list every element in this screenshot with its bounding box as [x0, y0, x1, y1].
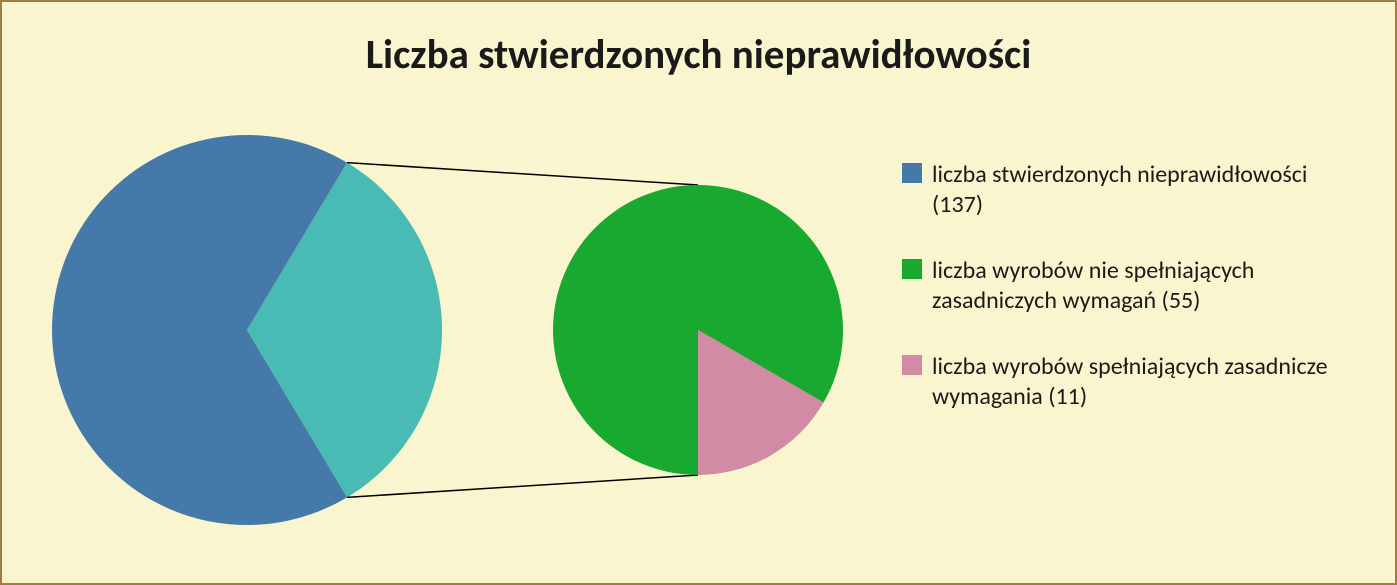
connector-top [347, 163, 698, 185]
chart-body: liczba stwierdzonych nieprawidłowości (1… [2, 90, 1395, 571]
pie-of-pie-svg [2, 90, 902, 575]
legend: liczba stwierdzonych nieprawidłowości (1… [902, 160, 1362, 448]
legend-item-0: liczba stwierdzonych nieprawidłowości (1… [902, 160, 1362, 220]
chart-container: Liczba stwierdzonych nieprawidłowości li… [0, 0, 1397, 585]
legend-label: liczba wyrobów nie spełniających zasadni… [932, 256, 1362, 316]
legend-label: liczba stwierdzonych nieprawidłowości (1… [932, 160, 1362, 220]
connector-bottom [347, 475, 698, 497]
legend-label: liczba wyrobów spełniających zasadnicze … [932, 352, 1362, 412]
chart-title: Liczba stwierdzonych nieprawidłowości [2, 2, 1395, 90]
legend-item-1: liczba wyrobów nie spełniających zasadni… [902, 256, 1362, 316]
legend-swatch [902, 163, 922, 183]
legend-swatch [902, 355, 922, 375]
legend-item-2: liczba wyrobów spełniających zasadnicze … [902, 352, 1362, 412]
legend-swatch [902, 259, 922, 279]
